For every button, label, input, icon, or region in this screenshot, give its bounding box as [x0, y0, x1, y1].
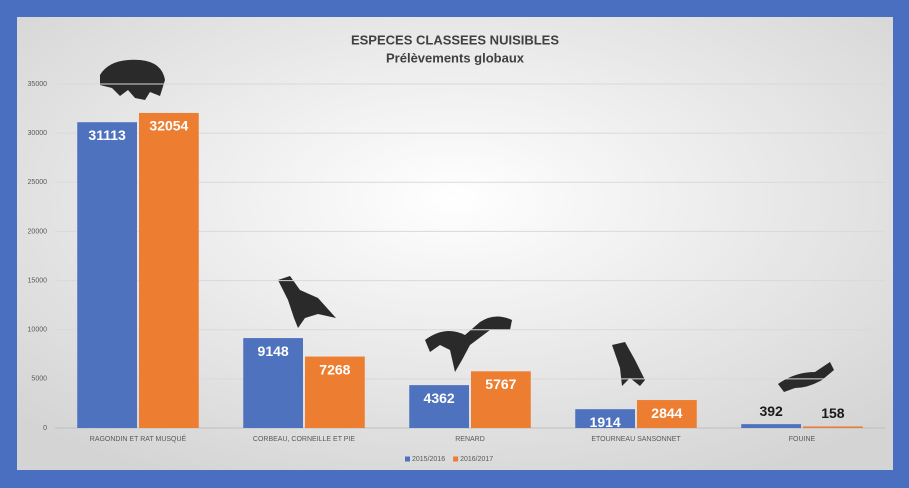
value-label: 2844: [651, 405, 682, 421]
x-tick-label: RAGONDIN ET RAT MUSQUÉ: [90, 434, 187, 443]
value-label: 9148: [258, 343, 289, 359]
y-tick-label: 0: [43, 425, 47, 432]
y-tick-label: 35000: [28, 81, 48, 88]
chart-subtitle: Prélèvements globaux: [386, 50, 525, 65]
value-label: 4362: [424, 390, 455, 406]
value-label: 158: [821, 405, 845, 421]
x-tick-label: FOUINE: [789, 436, 816, 443]
legend-label: 2016/2017: [460, 456, 493, 463]
bar: [575, 409, 635, 428]
value-label: 31113: [88, 127, 126, 143]
y-tick-label: 5000: [31, 376, 47, 383]
rodent-icon: [100, 59, 165, 100]
bar: [243, 338, 303, 428]
bar: [409, 385, 469, 428]
chart-title: ESPECES CLASSEES NUISIBLES: [351, 32, 559, 47]
bar: [803, 426, 863, 428]
x-tick-label: RENARD: [455, 436, 485, 443]
fox-icon: [425, 316, 512, 372]
bar: [305, 356, 365, 428]
y-tick-label: 25000: [28, 179, 48, 186]
bar: [471, 371, 531, 428]
starling-icon: [612, 342, 645, 386]
y-tick-label: 15000: [28, 277, 48, 284]
legend-swatch: [453, 456, 459, 462]
value-label: 7268: [319, 361, 350, 377]
crow-icon: [278, 276, 336, 328]
bar: [637, 400, 697, 428]
bar: [741, 424, 801, 428]
legend-swatch: [405, 456, 410, 462]
value-label: 1914: [590, 414, 621, 430]
value-label: 392: [759, 403, 783, 419]
legend-label: 2015/2016: [412, 456, 445, 463]
value-label: 32054: [149, 118, 188, 134]
animal-icons: [100, 59, 834, 392]
y-tick-label: 10000: [28, 327, 48, 334]
y-tick-label: 20000: [28, 228, 48, 235]
bar: [139, 112, 199, 429]
y-tick-label: 30000: [28, 130, 48, 137]
x-tick-label: CORBEAU, CORNEILLE ET PIE: [253, 436, 356, 443]
value-label: 5767: [485, 376, 516, 392]
bar: [77, 122, 137, 428]
x-tick-label: ETOURNEAU SANSONNET: [591, 436, 681, 443]
marten-icon: [778, 362, 834, 392]
